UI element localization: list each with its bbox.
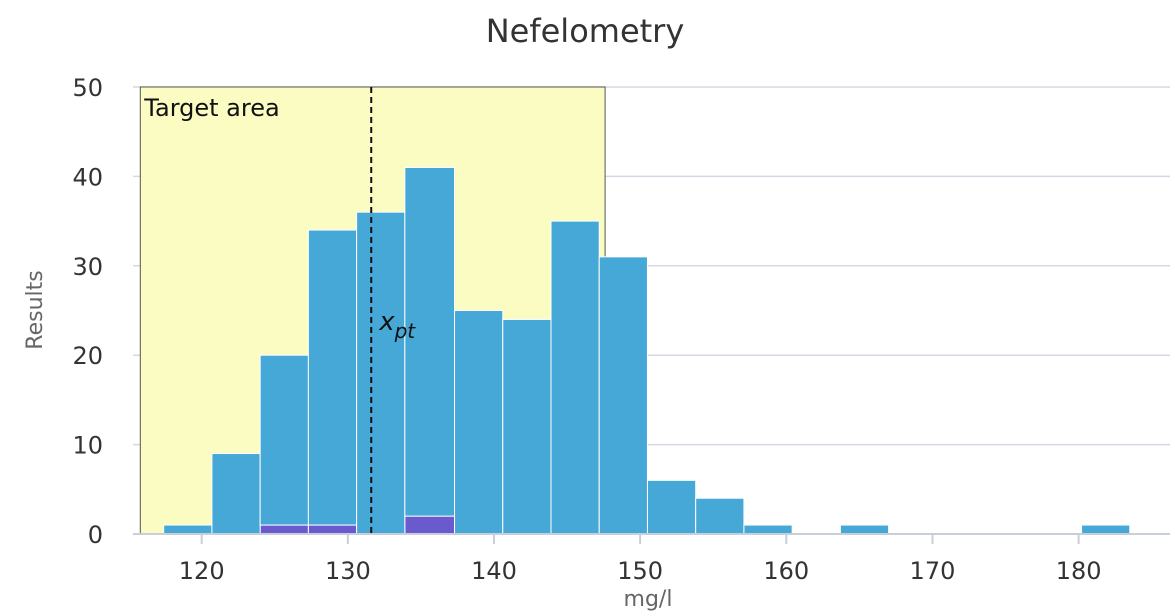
reference-line-group: xpt bbox=[370, 87, 416, 534]
x-tick-label-140: 140 bbox=[471, 557, 517, 585]
bar-s0-10 bbox=[646, 479, 697, 535]
bar-s0-0 bbox=[163, 524, 213, 535]
x-tick-label-170: 170 bbox=[910, 557, 956, 585]
bar-s1-3 bbox=[307, 524, 358, 535]
bar-s1-2 bbox=[259, 524, 309, 535]
bar-s0-14 bbox=[839, 524, 890, 535]
y-tick-label-50: 50 bbox=[72, 74, 103, 102]
x-axis-tick-labels: 120 130 140 150 160 170 180 bbox=[179, 557, 1102, 585]
y-tick-label-20: 20 bbox=[72, 342, 103, 370]
bar-s0-1 bbox=[211, 453, 261, 535]
reference-line-label: xpt bbox=[378, 307, 416, 343]
x-tick-label-180: 180 bbox=[1056, 557, 1102, 585]
target-area-label: Target area bbox=[143, 94, 279, 122]
bar-s1-5 bbox=[404, 515, 456, 535]
reference-line-label-main: x bbox=[378, 307, 395, 337]
bar-s0-12 bbox=[743, 524, 793, 535]
x-axis-label: mg/l bbox=[624, 587, 673, 612]
bar-s0-3 bbox=[307, 229, 358, 526]
bar-s0-7 bbox=[502, 318, 552, 535]
x-tick-label-130: 130 bbox=[325, 557, 371, 585]
bar-s0-2 bbox=[259, 354, 309, 526]
y-axis-label: Results bbox=[23, 270, 48, 349]
bar-s0-11 bbox=[695, 497, 745, 535]
y-tick-label-40: 40 bbox=[72, 163, 103, 191]
bar-s0-6 bbox=[454, 310, 504, 535]
x-tick-label-120: 120 bbox=[179, 557, 225, 585]
bar-s0-5 bbox=[404, 166, 456, 517]
x-axis bbox=[133, 533, 1170, 544]
chart-title: Nefelometry bbox=[486, 12, 685, 50]
histogram-bars bbox=[163, 166, 1131, 535]
bar-s0-8 bbox=[550, 220, 600, 535]
bar-s0-4 bbox=[356, 211, 406, 535]
y-tick-label-30: 30 bbox=[72, 253, 103, 281]
x-tick-label-150: 150 bbox=[617, 557, 663, 585]
y-axis-tick-labels: 0 10 20 30 40 50 bbox=[72, 74, 103, 549]
x-tick-label-160: 160 bbox=[763, 557, 809, 585]
y-tick-label-10: 10 bbox=[72, 432, 103, 460]
bar-s0-9 bbox=[598, 256, 648, 535]
bar-s0-19 bbox=[1081, 524, 1131, 535]
reference-line-label-subscript: pt bbox=[394, 319, 417, 343]
y-tick-label-0: 0 bbox=[88, 521, 103, 549]
